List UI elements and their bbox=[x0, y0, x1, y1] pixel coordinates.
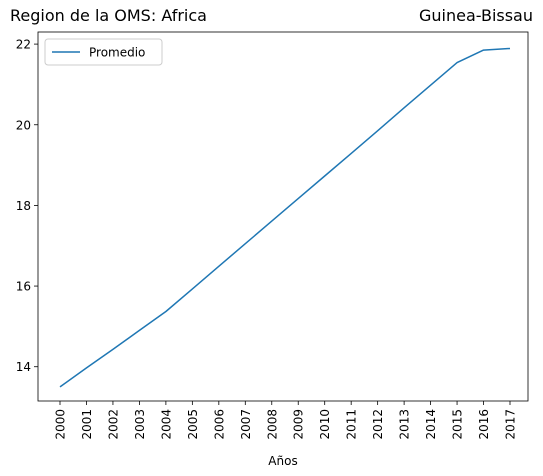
x-tick-label: 2001 bbox=[80, 409, 94, 440]
x-tick-label: 2013 bbox=[398, 409, 412, 440]
x-axis-ticks: 2000 2001 2002 2003 2004 2005 2006 2007 2008 2009… bbox=[54, 401, 518, 440]
plot-area bbox=[37, 31, 529, 402]
x-tick-label: 2011 bbox=[345, 409, 359, 440]
x-tick-label: 2008 bbox=[265, 409, 279, 440]
y-axis-ticks: 14 16 18 20 22 bbox=[16, 38, 38, 374]
series-line bbox=[59, 47, 511, 388]
x-tick-label: 2012 bbox=[371, 409, 385, 440]
legend-box bbox=[44, 38, 163, 66]
x-tick-label: 2009 bbox=[292, 409, 306, 440]
x-tick-label: 2000 bbox=[54, 409, 68, 440]
plot-frame bbox=[37, 31, 529, 402]
x-tick-label: 2004 bbox=[159, 409, 173, 440]
legend: Promedio bbox=[44, 38, 163, 66]
series-lines bbox=[59, 47, 511, 388]
x-tick-label: 2010 bbox=[318, 409, 332, 440]
x-tick-label: 2015 bbox=[451, 409, 465, 440]
chart-title-left: Region de la OMS: Africa bbox=[10, 6, 207, 25]
x-tick-label: 2002 bbox=[106, 409, 120, 440]
x-tick-label: 2007 bbox=[239, 409, 253, 440]
x-tick-label: 2017 bbox=[504, 409, 518, 440]
y-tick-label: 16 bbox=[16, 280, 31, 294]
x-tick-label: 2005 bbox=[186, 409, 200, 440]
x-tick-label: 2003 bbox=[133, 409, 147, 440]
x-tick-label: 2016 bbox=[477, 409, 491, 440]
y-tick-label: 14 bbox=[16, 360, 31, 374]
y-tick-label: 20 bbox=[16, 118, 31, 132]
y-tick-label: 18 bbox=[16, 199, 31, 213]
y-tick-label: 22 bbox=[16, 38, 31, 52]
x-tick-label: 2014 bbox=[424, 409, 438, 440]
legend-entry-label: Promedio bbox=[89, 46, 145, 60]
x-tick-label: 2006 bbox=[212, 409, 226, 440]
x-axis-label: Años bbox=[268, 454, 297, 468]
chart-title-right: Guinea-Bissau bbox=[418, 6, 533, 25]
